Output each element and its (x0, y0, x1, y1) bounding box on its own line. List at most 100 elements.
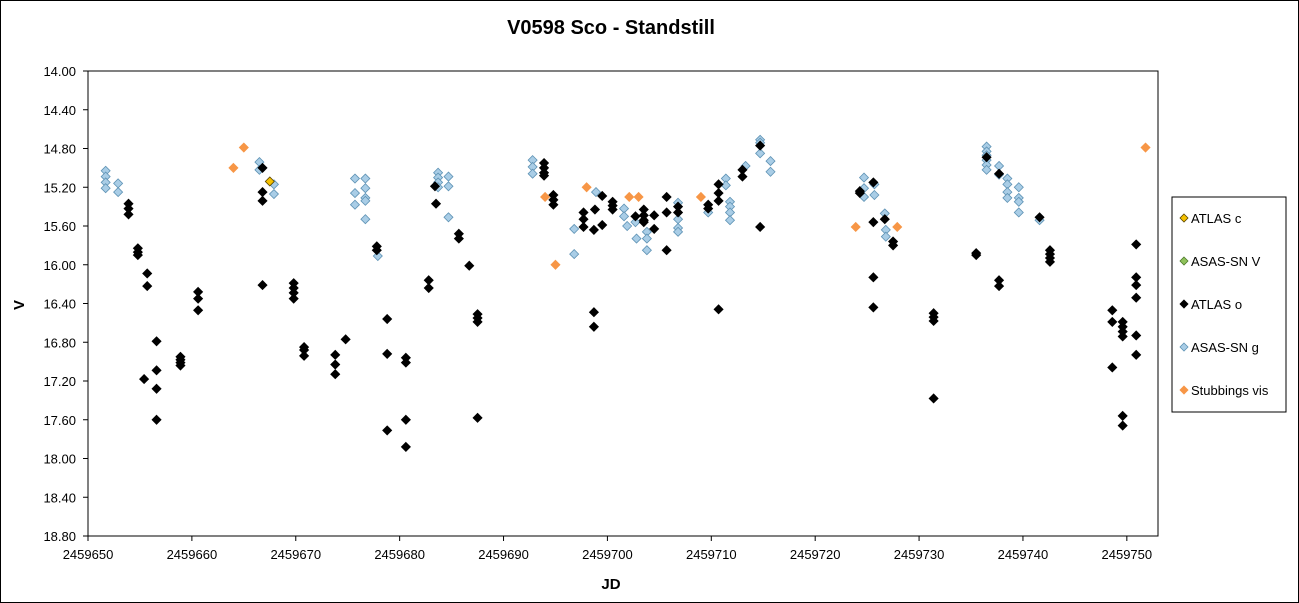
point-atlas-o (854, 187, 865, 199)
point-stubbings-vis (581, 182, 592, 193)
point-atlas-o (299, 350, 310, 361)
y-tick-label: 14.00 (43, 64, 76, 79)
point-atlas-c (264, 176, 275, 187)
point-atlas-o (928, 315, 939, 327)
point-stubbings-vis (540, 191, 551, 203)
point-atlas-o (1107, 305, 1118, 316)
point-atlas-o (142, 268, 153, 279)
point-atlas-o (661, 245, 672, 256)
legend-label: ASAS-SN g (1191, 340, 1259, 355)
point-atlas-o (649, 210, 660, 221)
legend-marker (1179, 299, 1189, 309)
y-tick-label: 14.80 (43, 142, 76, 157)
point-asas-sn-g (590, 187, 602, 198)
point-atlas-o (464, 260, 475, 271)
x-tick-label: 2459690 (478, 547, 529, 562)
legend-label: ATLAS o (1191, 297, 1242, 312)
point-atlas-o (151, 365, 162, 376)
point-atlas-o (755, 221, 766, 233)
point-atlas-o (371, 245, 382, 256)
x-tick-label: 2459650 (63, 547, 114, 562)
point-atlas-o (193, 305, 204, 316)
point-atlas-o (928, 393, 939, 404)
y-tick-label: 18.00 (43, 452, 76, 467)
point-asas-sn-g (618, 211, 630, 222)
point-asas-sn-g (1013, 182, 1024, 193)
point-atlas-o (175, 360, 186, 371)
point-asas-sn-g (349, 173, 361, 184)
point-atlas-o (755, 140, 766, 151)
data-points (100, 134, 1151, 452)
point-atlas-o (588, 307, 599, 318)
point-atlas-o (630, 211, 641, 222)
point-asas-sn-g (630, 217, 641, 228)
legend (1171, 196, 1287, 413)
x-tick-label: 2459740 (998, 547, 1049, 562)
y-tick-label: 15.60 (43, 219, 76, 234)
point-atlas-o (1117, 331, 1128, 342)
point-stubbings-vis (695, 191, 706, 203)
point-atlas-o (649, 223, 660, 234)
point-asas-sn-g (113, 187, 124, 198)
point-asas-sn-g (349, 187, 361, 199)
point-atlas-o (607, 204, 618, 215)
legend-label: ASAS-SN V (1191, 254, 1261, 269)
point-atlas-o (132, 249, 143, 261)
point-atlas-o (400, 357, 411, 368)
point-atlas-o (993, 280, 1005, 292)
point-stubbings-vis (550, 259, 561, 270)
point-atlas-o (538, 170, 550, 181)
point-stubbings-vis (624, 191, 635, 203)
point-atlas-o (588, 224, 599, 235)
legend-marker (1179, 256, 1189, 266)
point-atlas-o (430, 198, 442, 209)
point-atlas-o (1044, 256, 1056, 267)
legend-marker (1179, 385, 1189, 395)
point-atlas-o (400, 441, 411, 452)
point-atlas-o (661, 207, 672, 218)
point-asas-sn-g (672, 226, 684, 237)
point-asas-sn-g (631, 233, 642, 244)
point-stubbings-vis (238, 142, 249, 153)
point-stubbings-vis (892, 221, 903, 233)
point-asas-sn-g (1002, 192, 1013, 203)
point-atlas-o (868, 177, 879, 188)
point-atlas-o (703, 203, 714, 214)
point-atlas-o (151, 383, 162, 394)
point-asas-sn-g (443, 171, 454, 182)
y-tick-label: 14.40 (43, 103, 76, 118)
point-atlas-o (879, 214, 890, 225)
plot-area (87, 70, 1159, 537)
point-atlas-o (588, 321, 599, 332)
point-atlas-o (589, 204, 601, 215)
x-tick-label: 2459680 (374, 547, 425, 562)
x-tick-label: 2459670 (270, 547, 321, 562)
point-asas-sn-g (360, 195, 371, 206)
legend-marker (1179, 342, 1189, 352)
point-asas-sn-g (569, 223, 580, 234)
point-asas-sn-g (569, 249, 580, 260)
point-atlas-o (123, 209, 134, 220)
point-atlas-o (597, 219, 608, 231)
point-stubbings-vis (228, 162, 239, 173)
legend-marker (1179, 213, 1189, 223)
point-atlas-o (423, 282, 434, 294)
point-atlas-o (1131, 280, 1142, 291)
point-atlas-o (330, 369, 341, 380)
point-atlas-o (1107, 316, 1118, 327)
point-atlas-o (713, 304, 724, 315)
legend-entries: ATLAS c ASAS-SN V ATLAS o ASAS-SN g Stubbing… (1179, 211, 1269, 398)
y-tick-label: 15.20 (43, 180, 76, 195)
point-atlas-o (330, 349, 341, 360)
point-atlas-o (472, 412, 483, 423)
point-asas-sn-g (765, 166, 776, 177)
x-tick-label: 2459720 (790, 547, 841, 562)
point-atlas-o (472, 316, 483, 327)
point-stubbings-vis (1140, 142, 1151, 153)
point-atlas-o (453, 233, 464, 244)
legend-label: Stubbings vis (1191, 383, 1269, 398)
y-tick-label: 17.60 (43, 413, 76, 428)
point-asas-sn-g (100, 183, 111, 194)
point-atlas-o (257, 280, 268, 291)
point-asas-sn-g (641, 245, 652, 256)
